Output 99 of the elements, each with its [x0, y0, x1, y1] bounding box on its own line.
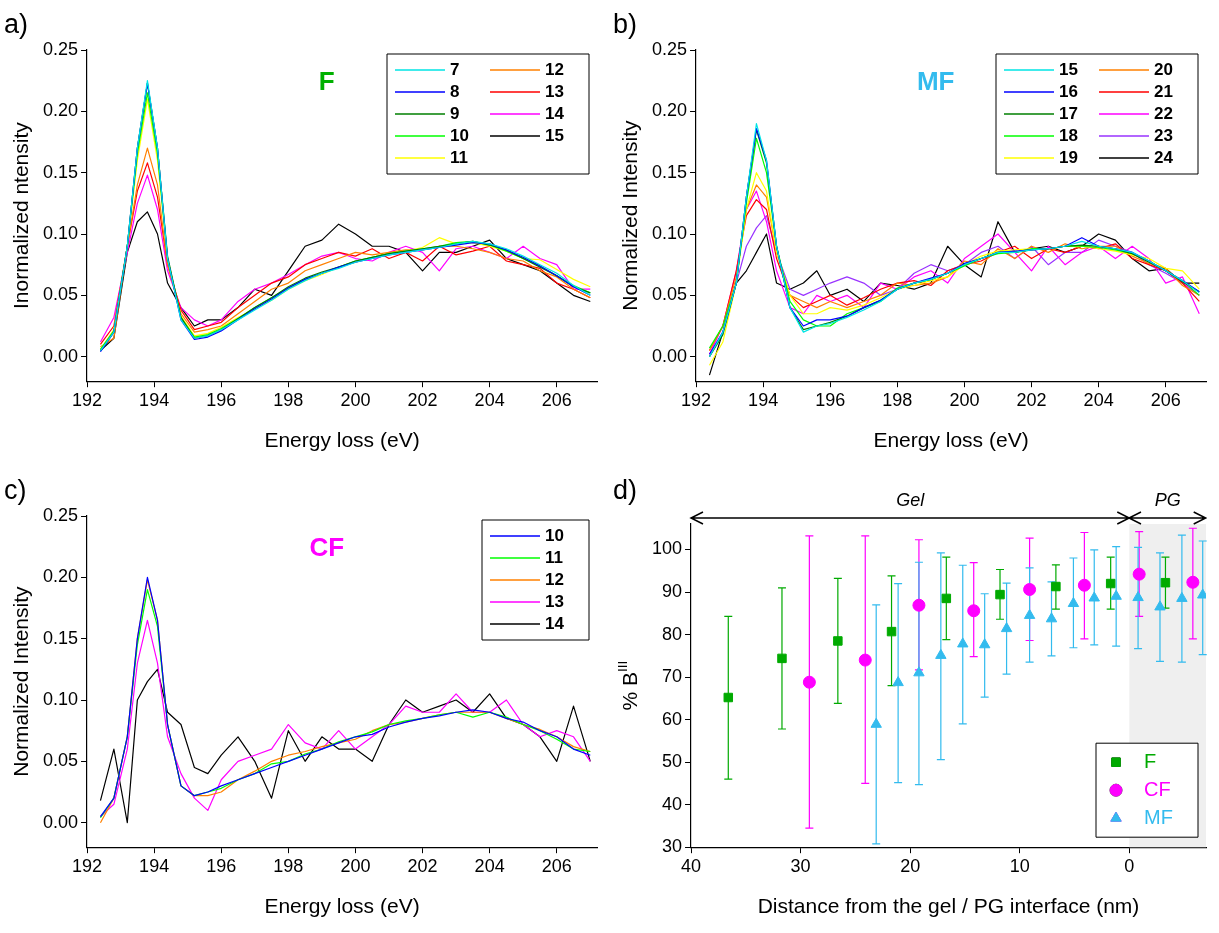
- x-tick-label: 200: [340, 389, 371, 410]
- y-axis-title: Normalized Intensity: [8, 585, 32, 777]
- y-tick-label: 0.20: [42, 566, 79, 587]
- x-tick-label: 0: [1124, 855, 1135, 876]
- legend-label: F: [1144, 749, 1157, 772]
- text: c): [4, 474, 27, 505]
- x-tick-label: 204: [1083, 389, 1114, 410]
- y-tick-label: 0.00: [42, 345, 79, 366]
- x-tick-label: 20: [900, 855, 921, 876]
- text: F: [318, 66, 335, 97]
- x-tick-label: 192: [72, 855, 103, 876]
- band-label: PG: [1154, 490, 1181, 510]
- y-tick-label: 0.05: [42, 750, 79, 771]
- x-axis-title: Distance from the gel / PG interface (nm): [757, 894, 1140, 918]
- x-tick-label: 196: [206, 389, 237, 410]
- text: CF: [309, 532, 345, 563]
- x-tick-label: 196: [815, 389, 846, 410]
- y-axis-title: % BIII: [615, 660, 641, 711]
- y-tick-label: 30: [662, 836, 683, 857]
- x-tick-label: 194: [139, 389, 170, 410]
- x-tick-label: 202: [407, 855, 438, 876]
- x-tick-label: 194: [748, 389, 779, 410]
- x-tick-label: 194: [139, 855, 170, 876]
- legend-label: 7: [450, 59, 460, 79]
- y-tick-label: 60: [662, 708, 683, 729]
- legend-label: 11: [545, 547, 563, 567]
- x-tick-label: 200: [340, 855, 371, 876]
- x-tick-label: 204: [474, 389, 505, 410]
- y-tick-label: 0.15: [42, 161, 79, 182]
- legend-label: 9: [450, 103, 460, 123]
- x-tick-label: 192: [681, 389, 712, 410]
- legend-label: 13: [545, 591, 564, 611]
- y-tick-label: 0.15: [651, 161, 688, 182]
- legend-label: 14: [545, 613, 565, 633]
- y-tick-label: 0.20: [42, 100, 79, 121]
- x-tick-label: 206: [541, 389, 572, 410]
- legend-label: 11: [450, 147, 468, 167]
- y-axis-title: Normalized Intensity: [617, 119, 641, 311]
- legend-label: 16: [1059, 81, 1078, 101]
- y-tick-label: 0.10: [42, 222, 79, 243]
- legend-label: 21: [1154, 81, 1173, 101]
- x-tick-label: 204: [474, 855, 505, 876]
- legend-label: 24: [1154, 147, 1174, 167]
- x-axis-title: Energy loss (eV): [873, 428, 1029, 452]
- x-tick-label: 10: [1009, 855, 1030, 876]
- y-tick-label: 0.15: [42, 627, 79, 648]
- x-tick-label: 198: [882, 389, 913, 410]
- y-tick-label: 0.00: [42, 811, 79, 832]
- y-tick-label: 0.05: [42, 284, 79, 305]
- legend-label: 20: [1154, 59, 1173, 79]
- y-tick-label: 0.05: [651, 284, 688, 305]
- text: b): [613, 8, 638, 39]
- legend-label: 17: [1059, 103, 1078, 123]
- y-tick-label: 0.25: [42, 504, 79, 525]
- x-tick-label: 40: [681, 855, 702, 876]
- legend-label: MF: [1144, 805, 1173, 828]
- legend-label: 23: [1154, 125, 1173, 145]
- x-tick-label: 30: [790, 855, 811, 876]
- legend-label: 8: [450, 81, 460, 101]
- legend-label: 12: [545, 569, 564, 589]
- text: Gel: [896, 490, 926, 510]
- text: MF: [916, 66, 955, 97]
- x-axis-title: Energy loss (eV): [264, 428, 420, 452]
- x-tick-label: 206: [1150, 389, 1181, 410]
- legend-label: 22: [1154, 103, 1173, 123]
- x-tick-label: 200: [949, 389, 980, 410]
- x-tick-label: 192: [72, 389, 103, 410]
- legend-label: 12: [545, 59, 564, 79]
- x-tick-label: 196: [206, 855, 237, 876]
- x-tick-label: 202: [407, 389, 438, 410]
- y-tick-label: 40: [662, 793, 683, 814]
- x-tick-label: 206: [541, 855, 572, 876]
- legend-label: 19: [1059, 147, 1078, 167]
- x-axis-title: Energy loss (eV): [264, 894, 420, 918]
- y-tick-label: 0.25: [651, 38, 688, 59]
- legend-label: 15: [1059, 59, 1078, 79]
- legend-label: 10: [450, 125, 469, 145]
- x-tick-label: 202: [1016, 389, 1047, 410]
- legend-label: 10: [545, 525, 564, 545]
- y-tick-label: 0.25: [42, 38, 79, 59]
- legend-label: CF: [1144, 777, 1171, 800]
- y-tick-label: 50: [662, 751, 683, 772]
- legend-label: 18: [1059, 125, 1078, 145]
- legend-label: 13: [545, 81, 564, 101]
- legend-label: 14: [545, 103, 565, 123]
- y-tick-label: 100: [651, 538, 683, 559]
- y-tick-label: 0.00: [651, 345, 688, 366]
- y-tick-label: 80: [662, 623, 683, 644]
- legend-label: 15: [545, 125, 564, 145]
- x-tick-label: 198: [273, 855, 304, 876]
- x-tick-label: 198: [273, 389, 304, 410]
- y-tick-label: 0.20: [651, 100, 688, 121]
- text: d): [613, 474, 638, 505]
- y-tick-label: 70: [662, 666, 683, 687]
- text: a): [4, 8, 29, 39]
- y-tick-label: 90: [662, 581, 683, 602]
- y-tick-label: 0.10: [42, 688, 79, 709]
- y-tick-label: 0.10: [651, 222, 688, 243]
- y-axis-title: Inormalized ntensity: [8, 121, 32, 309]
